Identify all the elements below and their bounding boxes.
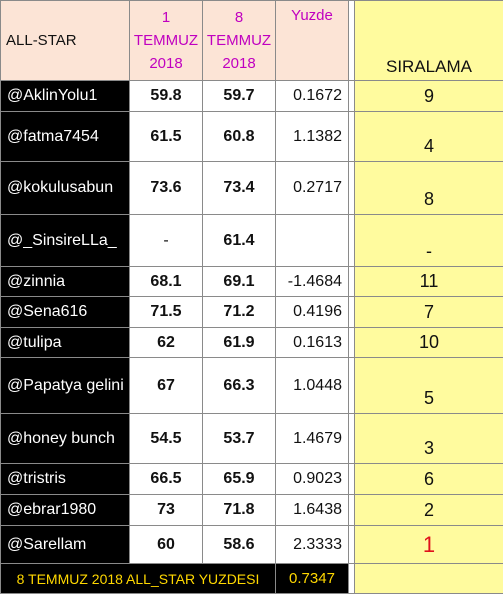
table-row: @Sarellam 60 58.6 2.3333 1 [0,525,503,564]
header-siralama: SIRALAMA [354,0,503,81]
rank-value: 1 [354,525,503,564]
table-row: @_SinsireLLa_ - 61.4 - [0,214,503,267]
value-date-2: 65.9 [202,463,276,495]
value-date-2: 53.7 [202,413,276,464]
user-name: @Papatya gelini [0,357,130,414]
table-row: @honey bunch 54.5 53.7 1.4679 3 [0,413,503,464]
percent-value: 0.9023 [275,463,349,495]
percent-value: 1.1382 [275,111,349,162]
header-row: ALL-STAR 1 TEMMUZ 2018 8 TEMMUZ 2018 Yuz… [0,0,503,81]
header-yuzde: Yuzde [275,0,349,81]
value-date-1: 61.5 [129,111,203,162]
user-name: @kokulusabun [0,161,130,215]
percent-value: 2.3333 [275,525,349,564]
value-date-1: - [129,214,203,267]
user-name: @_SinsireLLa_ [0,214,130,267]
header-date-2: 8 TEMMUZ 2018 [202,0,276,81]
rank-value: 9 [354,80,503,112]
percent-value: 0.2717 [275,161,349,215]
value-date-1: 68.1 [129,266,203,297]
table-row: @tristris 66.5 65.9 0.9023 6 [0,463,503,495]
table-row: @kokulusabun 73.6 73.4 0.2717 8 [0,161,503,215]
percent-value: 0.1672 [275,80,349,112]
rank-value: 11 [354,266,503,297]
rank-value: 7 [354,296,503,328]
rank-value: 3 [354,413,503,464]
value-date-2: 60.8 [202,111,276,162]
value-date-2: 59.7 [202,80,276,112]
rank-value: 2 [354,494,503,526]
footer-row: 8 TEMMUZ 2018 ALL_STAR YUZDESI 0.7347 [0,563,503,594]
rank-value: 6 [354,463,503,495]
value-date-1: 73.6 [129,161,203,215]
percent-value: 1.6438 [275,494,349,526]
rank-value: 10 [354,327,503,358]
header-all-star: ALL-STAR [0,0,130,81]
value-date-2: 66.3 [202,357,276,414]
value-date-2: 69.1 [202,266,276,297]
user-name: @Sena616 [0,296,130,328]
table-row: @tulipa 62 61.9 0.1613 10 [0,327,503,358]
header-date-1: 1 TEMMUZ 2018 [129,0,203,81]
percent-value: -1.4684 [275,266,349,297]
value-date-1: 73 [129,494,203,526]
percent-value: 1.4679 [275,413,349,464]
value-date-1: 59.8 [129,80,203,112]
table-row: @ebrar1980 73 71.8 1.6438 2 [0,494,503,526]
value-date-2: 61.4 [202,214,276,267]
value-date-2: 61.9 [202,327,276,358]
value-date-1: 54.5 [129,413,203,464]
rank-value: - [354,214,503,267]
footer-rank-cell [354,563,503,594]
table-row: @zinnia 68.1 69.1 -1.4684 11 [0,266,503,297]
table-row: @fatma7454 61.5 60.8 1.1382 4 [0,111,503,162]
rank-value: 5 [354,357,503,414]
percent-value: 0.1613 [275,327,349,358]
user-name: @zinnia [0,266,130,297]
user-name: @honey bunch [0,413,130,464]
user-name: @tristris [0,463,130,495]
value-date-2: 73.4 [202,161,276,215]
percent-value [275,214,349,267]
value-date-2: 71.8 [202,494,276,526]
rank-value: 8 [354,161,503,215]
value-date-1: 66.5 [129,463,203,495]
user-name: @ebrar1980 [0,494,130,526]
user-name: @tulipa [0,327,130,358]
rank-value: 4 [354,111,503,162]
value-date-2: 58.6 [202,525,276,564]
user-name: @fatma7454 [0,111,130,162]
value-date-1: 62 [129,327,203,358]
value-date-2: 71.2 [202,296,276,328]
table-row: @Sena616 71.5 71.2 0.4196 7 [0,296,503,328]
footer-label: 8 TEMMUZ 2018 ALL_STAR YUZDESI [0,563,276,594]
value-date-1: 71.5 [129,296,203,328]
percent-value: 0.4196 [275,296,349,328]
table-row: @Papatya gelini 67 66.3 1.0448 5 [0,357,503,414]
table-row: @AklinYolu1 59.8 59.7 0.1672 9 [0,80,503,112]
user-name: @AklinYolu1 [0,80,130,112]
value-date-1: 60 [129,525,203,564]
percent-value: 1.0448 [275,357,349,414]
footer-value: 0.7347 [275,563,349,594]
value-date-1: 67 [129,357,203,414]
user-name: @Sarellam [0,525,130,564]
